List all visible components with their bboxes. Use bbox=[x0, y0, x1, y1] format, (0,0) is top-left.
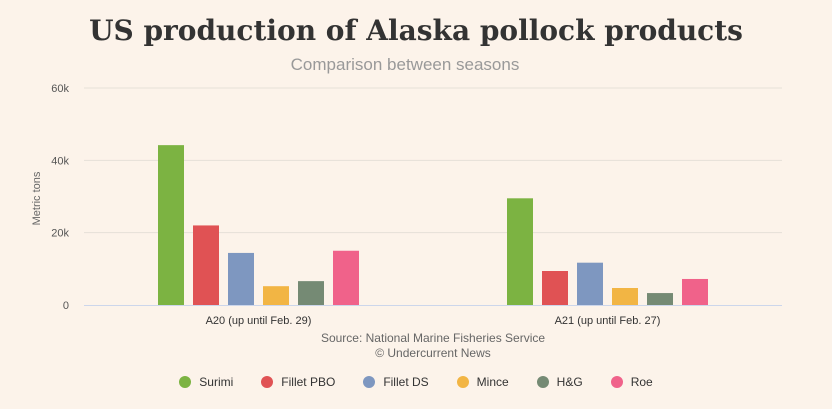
y-tick-label: 20k bbox=[51, 228, 69, 240]
bar-h-g bbox=[647, 293, 673, 305]
bar-surimi bbox=[158, 145, 184, 305]
bar-h-g bbox=[298, 281, 324, 305]
y-tick-label: 40k bbox=[51, 155, 69, 167]
legend-marker bbox=[456, 376, 469, 388]
bar-roe bbox=[682, 278, 708, 305]
x-tick-label: A21 (up until Feb. 27) bbox=[555, 315, 661, 327]
chart-credits[interactable]: Source: National Marine Fisheries Servic… bbox=[0, 331, 832, 361]
bar-roe bbox=[333, 250, 359, 305]
legend-item[interactable]: Surimi bbox=[179, 375, 233, 389]
legend-item[interactable]: Mince bbox=[456, 375, 509, 389]
chart-subtitle: Comparison between seasons bbox=[290, 55, 520, 74]
chart-legend: Surimi Fillet PBO Fillet DS Mince H&G Roe bbox=[0, 375, 832, 389]
legend-item[interactable]: Roe bbox=[610, 375, 653, 389]
bar-fillet-ds bbox=[577, 262, 603, 305]
bar-mince bbox=[263, 286, 289, 305]
legend-marker bbox=[261, 376, 274, 388]
legend-item[interactable]: Fillet DS bbox=[363, 375, 429, 389]
source-credit: Source: National Marine Fisheries Servic… bbox=[320, 331, 546, 345]
legend-label: Fillet PBO bbox=[281, 375, 336, 389]
bar-fillet-ds bbox=[228, 252, 254, 305]
bar-surimi bbox=[507, 198, 533, 305]
legend-item[interactable]: Fillet PBO bbox=[261, 375, 335, 389]
legend-label: H&G bbox=[556, 375, 583, 389]
legend-marker bbox=[179, 376, 192, 388]
y-tick-label: 0 bbox=[63, 300, 69, 312]
legend-marker bbox=[610, 376, 623, 388]
legend-marker bbox=[363, 376, 376, 388]
bar-mince bbox=[612, 288, 638, 305]
bar-fillet-pbo bbox=[193, 225, 219, 305]
legend-label: Fillet DS bbox=[383, 375, 429, 389]
bar-fillet-pbo bbox=[542, 271, 568, 305]
chart-title: US production of Alaska pollock products bbox=[89, 14, 743, 47]
legend-label: Surimi bbox=[199, 375, 234, 389]
x-tick-label: A20 (up until Feb. 29) bbox=[206, 315, 312, 327]
legend-item[interactable]: H&G bbox=[536, 375, 583, 389]
legend-label: Roe bbox=[630, 375, 653, 389]
legend-label: Mince bbox=[476, 375, 509, 389]
legend-marker bbox=[536, 376, 549, 388]
y-tick-label: 60k bbox=[51, 83, 69, 95]
y-axis-title: Metric tons bbox=[31, 171, 43, 225]
copyright-credit: © Undercurrent News bbox=[375, 346, 491, 360]
